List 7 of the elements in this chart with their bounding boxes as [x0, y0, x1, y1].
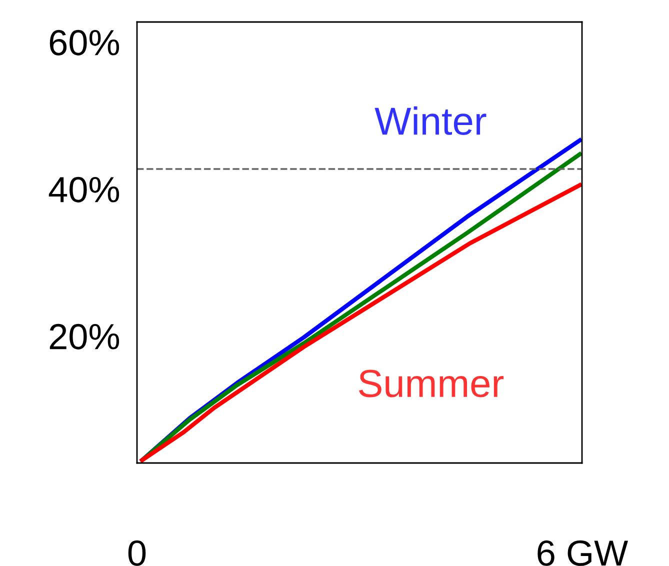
- series-label: Summer: [359, 370, 504, 398]
- y-tick-label: 40%: [48, 176, 120, 202]
- y-tick-label: 20%: [50, 324, 120, 350]
- series-label: Winter: [374, 106, 486, 135]
- y-tick-label: 60%: [50, 30, 120, 56]
- x-tick-label: 0: [128, 540, 146, 566]
- x-tick-label: 6 GW: [538, 540, 628, 566]
